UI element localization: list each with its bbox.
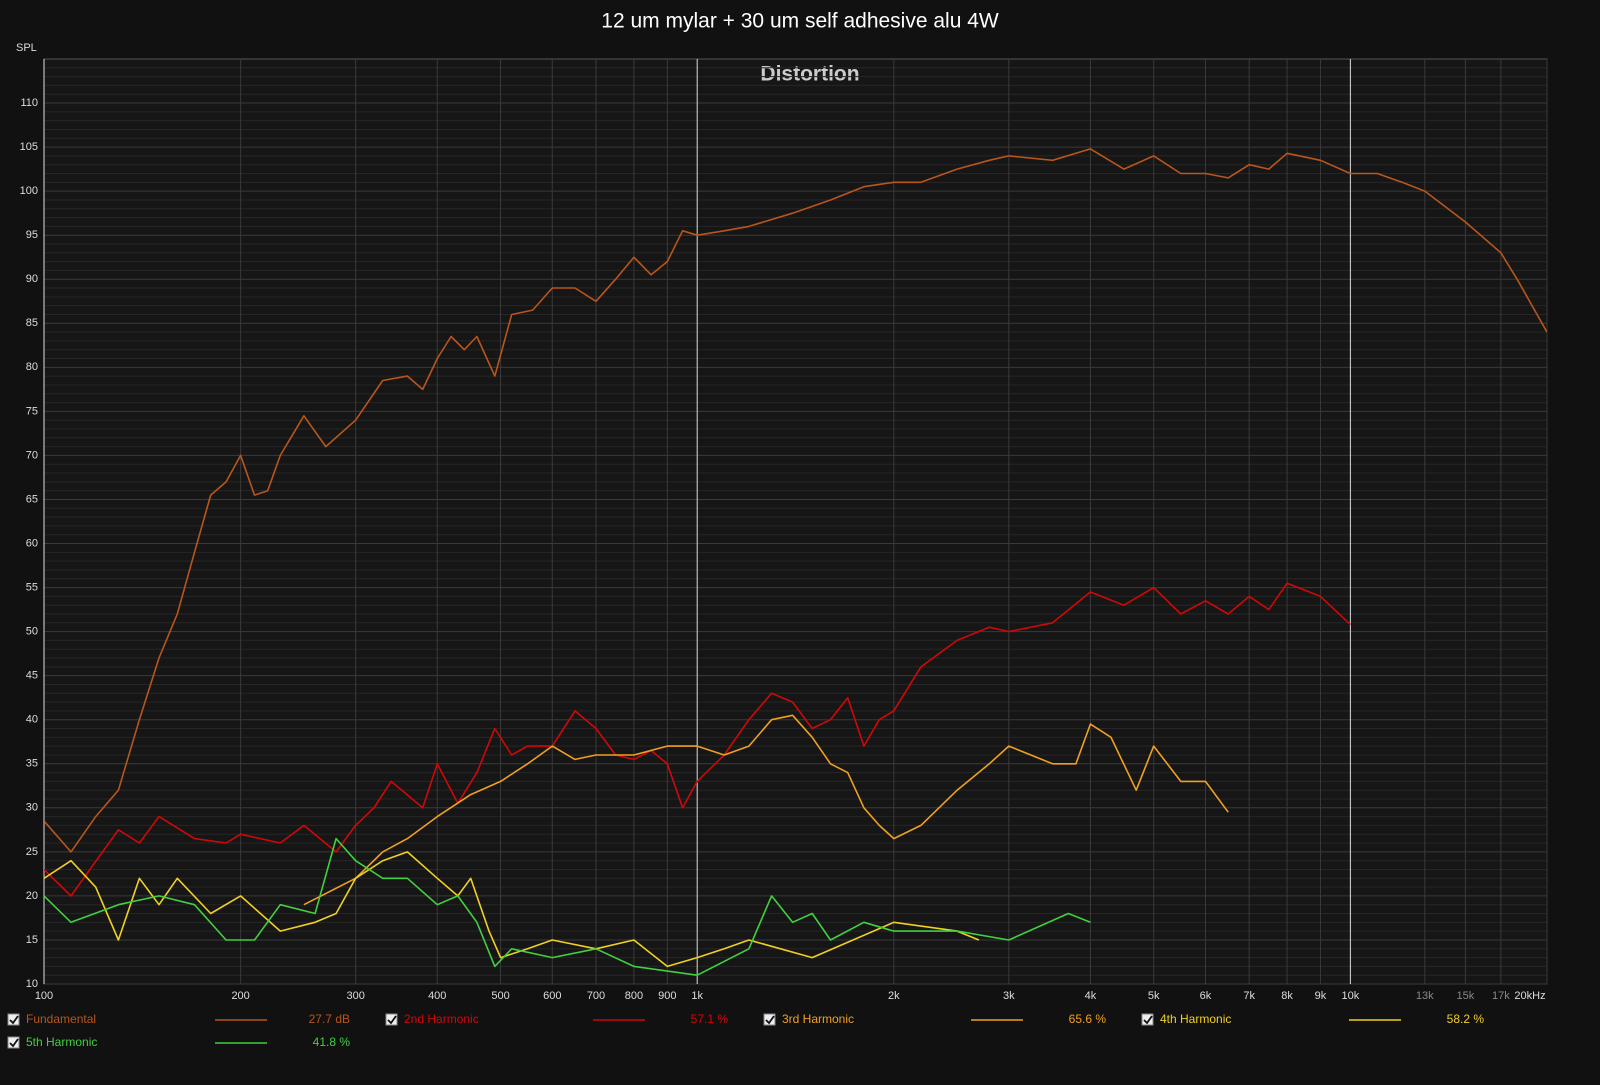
x-tick-label: 700	[587, 990, 605, 1002]
y-axis-label: SPL	[16, 42, 37, 54]
x-tick-label: 4k	[1085, 990, 1097, 1002]
x-tick-label: 3k	[1003, 990, 1015, 1002]
x-tick-label: 17k	[1492, 990, 1510, 1002]
legend-item: 4th Harmonic 58.2 %	[1141, 1012, 1485, 1026]
x-tick-label: 100	[35, 990, 53, 1002]
y-tick-label: 35	[26, 758, 38, 770]
chart-title: 12 um mylar + 30 um self adhesive alu 4W	[601, 10, 999, 33]
y-tick-label: 50	[26, 626, 38, 638]
y-tick-label: 85	[26, 317, 38, 329]
y-tick-label: 25	[26, 846, 38, 858]
x-tick-label: 300	[346, 990, 364, 1002]
x-tick-label: 400	[428, 990, 446, 1002]
x-tick-label: 10k	[1341, 990, 1359, 1002]
legend-checkbox[interactable]	[7, 1013, 20, 1026]
x-tick-label: 9k	[1315, 990, 1327, 1002]
legend-item: 3rd Harmonic 65.6 %	[763, 1012, 1107, 1026]
x-tick-label: 15k	[1457, 990, 1475, 1002]
chart-subtitle: Distortion	[760, 63, 859, 86]
y-tick-label: 105	[20, 141, 38, 153]
legend-checkbox[interactable]	[1141, 1013, 1154, 1026]
y-tick-label: 100	[20, 185, 38, 197]
x-tick-label: 20kHz	[1514, 990, 1545, 1002]
checkbox-tick	[9, 1038, 19, 1048]
y-tick-label: 10	[26, 978, 38, 990]
y-tick-label: 65	[26, 493, 38, 505]
y-tick-label: 40	[26, 714, 38, 726]
y-tick-label: 90	[26, 273, 38, 285]
legend-checkbox[interactable]	[385, 1013, 398, 1026]
x-tick-label: 13k	[1416, 990, 1434, 1002]
x-tick-label: 7k	[1243, 990, 1255, 1002]
x-tick-label: 2k	[888, 990, 900, 1002]
checkbox-tick	[9, 1015, 19, 1025]
y-tick-label: 30	[26, 802, 38, 814]
legend-readout: 41.8 %	[313, 1035, 351, 1049]
y-tick-label: 110	[20, 97, 38, 109]
x-tick-label: 900	[658, 990, 676, 1002]
legend-readout: 57.1 %	[691, 1012, 729, 1026]
legend-item: 2nd Harmonic 57.1 %	[385, 1012, 729, 1026]
series-line	[44, 851, 980, 968]
legend-label: 2nd Harmonic	[404, 1012, 479, 1026]
x-tick-label: 600	[543, 990, 561, 1002]
series-line	[303, 714, 1229, 906]
legend-checkbox[interactable]	[7, 1036, 20, 1049]
x-tick-label: 200	[231, 990, 249, 1002]
y-tick-label: 80	[26, 361, 38, 373]
y-tick-label: 55	[26, 581, 38, 593]
x-tick-label: 800	[625, 990, 643, 1002]
y-tick-label: 75	[26, 405, 38, 417]
legend-item: 5th Harmonic 41.8 %	[7, 1035, 351, 1049]
x-tick-label: 500	[491, 990, 509, 1002]
legend-label: Fundamental	[26, 1012, 96, 1026]
y-tick-label: 70	[26, 449, 38, 461]
series-line	[44, 582, 1351, 897]
checkbox-tick	[765, 1015, 775, 1025]
x-tick-label: 1k	[691, 990, 703, 1002]
traces	[44, 148, 1547, 976]
y-tick-label: 45	[26, 670, 38, 682]
series-line	[44, 837, 1091, 976]
legend-label: 5th Harmonic	[26, 1035, 97, 1049]
legend-label: 3rd Harmonic	[782, 1012, 854, 1026]
y-tick-label: 60	[26, 537, 38, 549]
x-tick-label: 5k	[1148, 990, 1160, 1002]
plot-area	[43, 58, 1548, 985]
legend-readout: 58.2 %	[1447, 1012, 1485, 1026]
legend-readout: 27.7 dB	[309, 1012, 350, 1026]
y-tick-label: 15	[26, 934, 38, 946]
y-tick-label: 95	[26, 229, 38, 241]
series-line	[44, 148, 1547, 853]
legend-label: 4th Harmonic	[1160, 1012, 1231, 1026]
grid: 10 15 20 25 30 35 40 45 50 55 60 65 70 75 80 85 90 95 100 1…	[20, 59, 1548, 1002]
y-tick-label: 20	[26, 890, 38, 902]
checkbox-tick	[1143, 1015, 1153, 1025]
checkbox-tick	[387, 1015, 397, 1025]
legend-readout: 65.6 %	[1069, 1012, 1107, 1026]
legend-checkbox[interactable]	[763, 1013, 776, 1026]
legend-item: Fundamental 27.7 dB	[7, 1012, 350, 1026]
x-tick-label: 8k	[1281, 990, 1293, 1002]
legend: Fundamental 27.7 dB 2nd Harmonic 57.1 % 3rd …	[7, 1012, 1485, 1049]
x-tick-label: 6k	[1200, 990, 1212, 1002]
